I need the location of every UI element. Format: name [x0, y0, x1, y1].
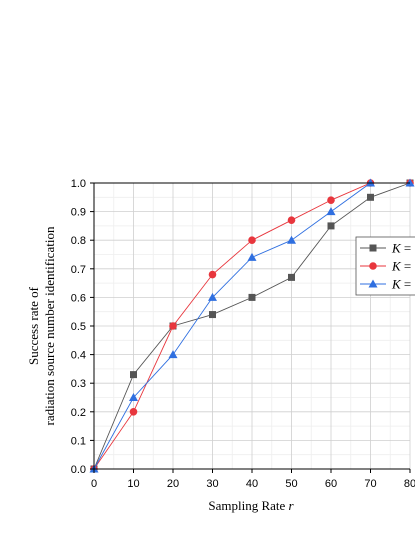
legend-marker-circle: [369, 262, 377, 270]
data-point-square: [248, 293, 256, 301]
y-tick-label: 1.0: [71, 178, 86, 190]
data-point-circle: [129, 408, 138, 416]
data-point-square: [130, 371, 137, 379]
series-layer: [89, 178, 415, 473]
x-tick-label: 40: [246, 478, 258, 490]
y-tick-label: 0.4: [71, 350, 86, 362]
legend-marker-triangle: [368, 279, 378, 288]
x-tick-label: 70: [364, 478, 376, 490]
y-axis-label-line1: Success rate of: [26, 286, 41, 365]
data-point-circle: [208, 270, 217, 279]
legend-label: K =: [391, 259, 411, 274]
ticks-layer: 0 10 20 30 40 50 60 70 80 0.0 0.1 0.2 0.3 0.4 0.5 0.6 0.…: [71, 178, 415, 490]
legend-label: K =: [391, 277, 411, 292]
legend-label: K =: [391, 241, 411, 256]
y-tick-label: 0.6: [71, 292, 86, 304]
data-point-square: [209, 311, 216, 319]
data-point-triangle: [168, 350, 178, 359]
data-point-square: [367, 193, 374, 201]
y-tick-label: 0.2: [71, 407, 86, 419]
y-tick-label: 0.0: [71, 464, 86, 476]
data-point-triangle: [129, 393, 138, 401]
data-point-circle: [327, 196, 335, 204]
x-tick-label: 10: [127, 478, 139, 490]
x-tick-label: 60: [325, 478, 337, 490]
data-point-circle: [248, 236, 256, 244]
y-tick-label: 0.8: [71, 235, 86, 247]
data-point-circle: [169, 322, 177, 330]
y-axis-label-line2: radiation source number identification: [42, 226, 57, 425]
x-axis-label-text: Sampling Rate: [208, 498, 285, 513]
data-point-circle: [287, 216, 296, 224]
y-axis-label: Success rate of radiation source number …: [26, 226, 57, 425]
y-tick-label: 0.7: [71, 264, 86, 276]
x-axis-label-var: r: [289, 498, 295, 513]
x-tick-label: 0: [91, 478, 97, 490]
series-triangle: [89, 178, 415, 473]
x-tick-label: 50: [285, 478, 297, 490]
y-tick-label: 0.5: [71, 321, 86, 333]
data-point-triangle: [208, 292, 217, 301]
x-tick-label: 20: [167, 478, 179, 490]
data-point-triangle: [326, 207, 336, 216]
legend-layer: K = K = K =: [355, 236, 415, 296]
data-point-square: [288, 273, 295, 281]
y-tick-label: 0.9: [71, 207, 86, 219]
y-tick-label: 0.1: [71, 435, 86, 447]
data-point-triangle: [247, 252, 257, 261]
legend-marker-square: [369, 244, 377, 252]
data-point-square: [327, 222, 335, 230]
data-point-triangle: [287, 235, 296, 244]
x-axis-label: Sampling Rate r: [208, 498, 294, 513]
y-tick-label: 0.3: [71, 378, 86, 390]
x-tick-label: 30: [206, 478, 218, 490]
x-tick-label: 80: [404, 478, 415, 490]
